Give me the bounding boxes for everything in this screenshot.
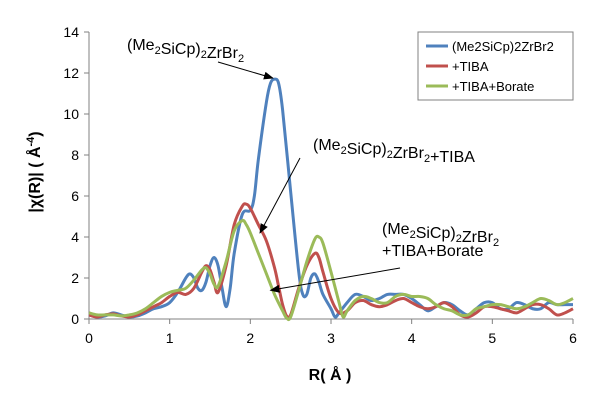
annotation-arrow-3 xyxy=(269,267,401,293)
y-axis-title-main: |χ(R)| ( Å xyxy=(25,146,44,213)
annotation-layer: (Me2SiCp)2ZrBr2(Me2SiCp)2ZrBr2+TIBA(Me2S… xyxy=(127,37,499,293)
legend-label-2: +TIBA xyxy=(452,59,489,74)
x-tick-label: 1 xyxy=(166,330,174,346)
series-line-3 xyxy=(88,218,574,322)
series-layer xyxy=(88,77,574,322)
y-tick-label: 14 xyxy=(63,24,79,40)
x-tick-label: 2 xyxy=(246,330,254,346)
annotation-arrow-2 xyxy=(259,157,301,234)
annotation-label-2: (Me2SiCp)2ZrBr2+TIBA xyxy=(313,137,475,166)
legend: (Me2SiCp)2ZrBr2 +TIBA +TIBA+Borate xyxy=(417,31,574,101)
x-tick-label: 3 xyxy=(327,330,335,346)
y-axis-title: |χ(R)| ( Å-4) xyxy=(25,131,44,212)
annotation-arrow-1 xyxy=(217,61,274,80)
y-tick-label: 8 xyxy=(71,147,79,163)
y-tick-label: 6 xyxy=(71,188,79,204)
y-tick-label: 2 xyxy=(71,270,79,286)
y-tick-label: 12 xyxy=(63,65,79,81)
x-tick-label: 6 xyxy=(569,330,577,346)
annotation-label-3: (Me2SiCp)2ZrBr2 xyxy=(382,221,499,249)
legend-label-3: +TIBA+Borate xyxy=(452,79,534,94)
y-axis-title-close: ) xyxy=(27,131,44,136)
legend-label-1: (Me2SiCp)2ZrBr2 xyxy=(452,39,554,54)
x-tick-label: 4 xyxy=(408,330,416,346)
x-tick-label: 0 xyxy=(85,330,93,346)
y-axis-title-sup: -4 xyxy=(25,136,37,147)
x-tick-label: 5 xyxy=(488,330,496,346)
annotation-label-1: (Me2SiCp)2ZrBr2 xyxy=(127,37,244,65)
y-tick-label: 0 xyxy=(71,311,79,327)
y-tick-label: 10 xyxy=(63,106,79,122)
annotation-label-3-line2: +TIBA+Borate xyxy=(382,243,483,260)
y-tick-label: 4 xyxy=(71,229,79,245)
x-axis-title: R( Å ) xyxy=(309,365,352,384)
